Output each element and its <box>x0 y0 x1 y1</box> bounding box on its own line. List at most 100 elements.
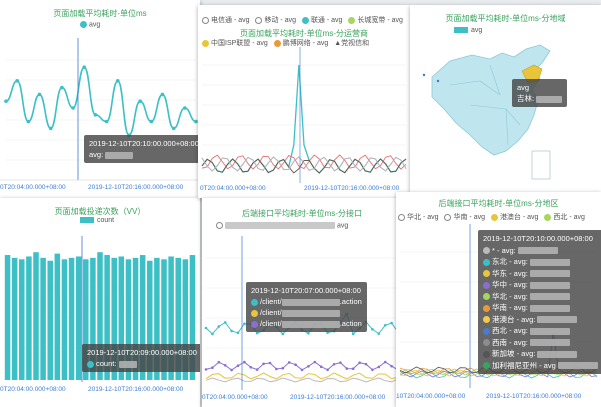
blurred-value <box>529 304 570 312</box>
legend-label: avg <box>336 222 349 230</box>
legend-dot-icon <box>273 39 281 47</box>
legend-row-2[interactable]: 中国ISP联盟 - avg 鹏博网络 - avg ▲党视信和 <box>202 38 373 48</box>
bar <box>118 256 125 380</box>
bar <box>182 259 189 380</box>
panel-page-load-avg: 页面加载平均耗时-单位ms avg 2019-12-10T20:10:00.00… <box>0 0 200 200</box>
blurred-value <box>529 270 570 278</box>
tooltip-row: * - avg: <box>483 245 598 257</box>
legend[interactable]: avg <box>216 222 348 229</box>
data-point <box>211 332 214 336</box>
tooltip-row: 华南 - avg: <box>483 302 598 314</box>
legend-label: avg <box>471 27 483 34</box>
legend-item[interactable]: 电信通 - avg <box>202 15 250 25</box>
series-line <box>201 156 407 172</box>
data-point <box>326 368 329 372</box>
legend[interactable]: count <box>80 217 114 224</box>
data-point <box>294 363 297 366</box>
tooltip: 2019-12-10T20:07:00.000+08:00 /client/ .a… <box>246 282 367 332</box>
series-dot-icon <box>483 293 490 301</box>
series-dot-icon <box>483 247 490 255</box>
legend-item[interactable]: ▲党视信和 <box>334 38 369 48</box>
blurred-value <box>105 151 134 159</box>
tooltip-row: 港澳台 - avg: <box>483 314 598 326</box>
data-point <box>160 92 165 97</box>
legend-label: 电信通 - avg <box>211 17 250 24</box>
x-label-mid: 2019-12-10T20:16:00.000+08:00 <box>304 185 400 192</box>
x-label-mid: 2019-12-10T20:16:00.000+08:00 <box>88 184 184 191</box>
legend-item[interactable]: 港澳台 - avg <box>490 212 539 222</box>
data-point <box>313 360 317 364</box>
series-line <box>201 158 407 174</box>
blurred-value <box>281 309 340 317</box>
legend-item[interactable]: 联通 - avg <box>301 15 342 25</box>
legend-item[interactable]: 华南 - avg <box>444 212 485 222</box>
data-point <box>390 321 393 325</box>
series-line <box>201 154 407 170</box>
blurred-value <box>536 95 563 103</box>
data-point <box>48 126 53 131</box>
data-point <box>230 329 233 333</box>
tooltip-row: 华北 - avg: <box>483 291 598 303</box>
legend-item[interactable]: 华北 - avg <box>398 212 439 222</box>
tooltip: 2019-12-10T20:10:00.000+08:00 avg: <box>84 135 200 163</box>
series-line <box>399 369 598 377</box>
panel-page-vv: 页面加载投递次数（VV） count 2019-12-10T20:09:00.0… <box>0 198 200 407</box>
x-label-start: 0T20:04:00.000+08:00 <box>200 185 266 192</box>
data-point <box>71 106 75 110</box>
china-map <box>422 44 551 180</box>
legend[interactable]: avg <box>454 27 482 34</box>
data-point <box>149 119 154 124</box>
tooltip-label: count: <box>96 359 117 368</box>
blurred-value <box>118 360 137 368</box>
legend-label: 港澳台 - avg <box>499 214 539 221</box>
legend-item[interactable]: 鹏博网络 - avg <box>273 38 329 48</box>
legend-item[interactable]: 长城宽带 - avg <box>348 15 403 25</box>
tooltip: 2019-12-10T20:09:00.000+08:00 count: <box>82 344 200 372</box>
data-point <box>211 366 214 370</box>
legend-row-1[interactable]: 电信通 - avg 移动 - avg 联通 - avg 长城宽带 - avg <box>202 15 407 25</box>
bar <box>90 257 96 380</box>
legend-item[interactable]: 西北 - avg <box>544 212 585 222</box>
bar <box>11 257 18 380</box>
bar <box>4 255 11 380</box>
legend-label: 鹏博网络 - avg <box>282 40 329 47</box>
legend[interactable]: 华北 - avg 华南 - avg 港澳台 - avg 西北 - avg <box>398 212 589 222</box>
bar <box>19 259 25 380</box>
data-point <box>281 366 285 370</box>
legend-dot-icon <box>216 222 223 229</box>
legend-label: 长城宽带 - avg <box>357 17 403 24</box>
tooltip-row-label: 西南 - avg: <box>492 337 528 347</box>
tooltip-row: 东北 - avg: <box>483 256 598 268</box>
legend-label: avg <box>89 21 101 29</box>
legend-item[interactable]: 移动 - avg <box>255 15 296 25</box>
panel-title: 后端接口平均耗时-单位ms-分接口 <box>242 209 362 218</box>
data-point <box>236 364 240 367</box>
series-dot-icon <box>483 339 490 347</box>
data-point <box>37 92 42 97</box>
bar <box>132 257 139 380</box>
series-dot-icon <box>483 258 490 266</box>
data-point <box>236 331 240 335</box>
bar <box>61 259 68 380</box>
bar <box>47 260 53 380</box>
data-point <box>287 361 291 364</box>
blurred-value <box>529 281 570 289</box>
series-dot-icon <box>483 327 490 335</box>
legend[interactable]: avg <box>80 21 100 28</box>
data-point <box>383 360 387 364</box>
blurred-value <box>529 339 570 347</box>
map-province-lines <box>449 64 521 146</box>
panel-page-load-isp: 电信通 - avg 移动 - avg 联通 - avg 长城宽带 - avg 页… <box>198 5 410 198</box>
tooltip-label: 吉林: <box>517 94 535 103</box>
tooltip-row: 西南 - avg: <box>483 337 598 349</box>
legend-item[interactable]: 中国ISP联盟 - avg <box>202 38 268 48</box>
bar <box>111 257 117 380</box>
data-point <box>183 106 187 110</box>
series-dot-icon <box>483 281 490 289</box>
tooltip-row-label: 华南 - avg: <box>492 303 528 312</box>
data-point <box>194 119 198 124</box>
panel-title: 页面加载平均耗时-单位ms-分运营商 <box>240 29 368 38</box>
series-dot-icon <box>483 350 490 358</box>
bar <box>75 256 82 380</box>
legend-dot-icon <box>398 213 405 221</box>
